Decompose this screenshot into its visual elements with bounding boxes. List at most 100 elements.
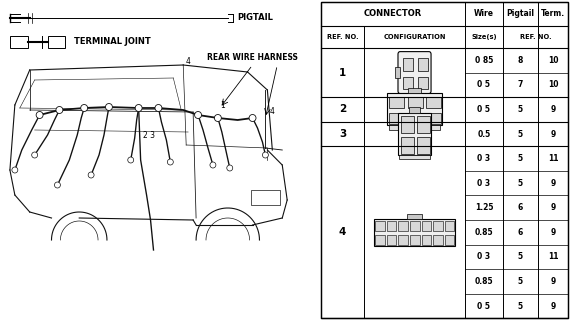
Circle shape [106, 103, 112, 110]
Text: 0 5: 0 5 [477, 80, 490, 89]
Bar [399, 155, 429, 159]
Text: 11: 11 [548, 252, 558, 261]
Circle shape [214, 115, 222, 122]
Text: 5: 5 [518, 154, 523, 163]
Bar [389, 97, 404, 108]
Bar [408, 214, 421, 219]
Bar [408, 97, 423, 108]
Circle shape [155, 105, 162, 111]
Text: 5: 5 [518, 302, 523, 311]
Bar [408, 113, 423, 124]
Text: 5: 5 [518, 105, 523, 114]
Text: 10: 10 [548, 56, 558, 65]
Text: 4: 4 [186, 58, 191, 67]
Bar [418, 77, 428, 89]
Text: CONFIGURATION: CONFIGURATION [383, 34, 446, 40]
Bar [433, 221, 443, 231]
Circle shape [32, 152, 38, 158]
Bar [389, 125, 440, 130]
Circle shape [88, 172, 94, 178]
Bar [389, 113, 404, 124]
Circle shape [210, 162, 216, 168]
Text: CONNECTOR: CONNECTOR [364, 9, 422, 18]
Text: 1.25: 1.25 [475, 203, 493, 212]
Bar [399, 221, 408, 231]
Text: 1: 1 [339, 68, 346, 77]
Bar [401, 116, 413, 133]
Text: 9: 9 [550, 277, 556, 286]
Bar [403, 77, 413, 89]
FancyBboxPatch shape [398, 52, 431, 93]
Text: 4: 4 [339, 228, 346, 237]
Circle shape [195, 111, 202, 118]
Bar [47, 36, 65, 48]
Circle shape [249, 115, 256, 122]
Bar [401, 137, 413, 154]
Circle shape [54, 182, 61, 188]
Bar [387, 221, 396, 231]
Text: 4: 4 [270, 108, 275, 116]
Bar [421, 235, 431, 245]
Circle shape [167, 159, 174, 165]
Text: 9: 9 [550, 179, 556, 188]
Text: Wire: Wire [474, 9, 494, 18]
Text: 8: 8 [518, 56, 523, 65]
Bar [427, 113, 441, 124]
Text: 5: 5 [518, 252, 523, 261]
Bar [418, 58, 428, 71]
Text: 0 3: 0 3 [477, 179, 490, 188]
Text: 0 3: 0 3 [477, 252, 490, 261]
Bar [417, 116, 430, 133]
Text: 5: 5 [518, 179, 523, 188]
Bar [409, 108, 420, 113]
Circle shape [135, 105, 142, 111]
Text: 6: 6 [518, 203, 523, 212]
Bar [433, 235, 443, 245]
Text: PIGTAIL: PIGTAIL [238, 13, 274, 22]
Bar [403, 58, 413, 71]
Text: TERMINAL JOINT: TERMINAL JOINT [74, 37, 151, 46]
Text: REF. NO.: REF. NO. [520, 34, 552, 40]
Text: 11: 11 [548, 154, 558, 163]
Bar [387, 235, 396, 245]
Text: REAR WIRE HARNESS: REAR WIRE HARNESS [207, 53, 298, 62]
Bar [398, 113, 431, 155]
Text: Term.: Term. [541, 9, 565, 18]
Text: 1: 1 [220, 100, 225, 109]
Bar [408, 88, 421, 93]
Text: Pigtail: Pigtail [506, 9, 534, 18]
Text: 10: 10 [548, 80, 558, 89]
Circle shape [12, 167, 18, 173]
Bar [445, 221, 454, 231]
Text: 0 85: 0 85 [475, 56, 493, 65]
Bar [374, 219, 455, 246]
Text: 0 3: 0 3 [477, 154, 490, 163]
Text: 9: 9 [550, 302, 556, 311]
Text: 5: 5 [518, 277, 523, 286]
Text: 0 5: 0 5 [477, 302, 490, 311]
Circle shape [227, 165, 233, 171]
Bar [410, 221, 420, 231]
Bar [445, 235, 454, 245]
Bar [421, 221, 431, 231]
Text: 2 3: 2 3 [143, 131, 155, 140]
Bar [10, 36, 28, 48]
Bar [396, 67, 400, 78]
Bar [427, 97, 441, 108]
Circle shape [263, 152, 268, 158]
Text: 6: 6 [518, 228, 523, 237]
Text: 0.5: 0.5 [477, 130, 490, 139]
Text: 3: 3 [339, 129, 346, 139]
Text: 9: 9 [550, 203, 556, 212]
Circle shape [56, 107, 63, 114]
Bar [410, 235, 420, 245]
Bar [375, 221, 385, 231]
Text: 9: 9 [550, 228, 556, 237]
Circle shape [36, 111, 43, 118]
Text: 5: 5 [518, 130, 523, 139]
Text: 2: 2 [339, 104, 346, 115]
Bar [399, 235, 408, 245]
Bar [251, 190, 280, 205]
Text: 7: 7 [518, 80, 523, 89]
Text: 9: 9 [550, 130, 556, 139]
